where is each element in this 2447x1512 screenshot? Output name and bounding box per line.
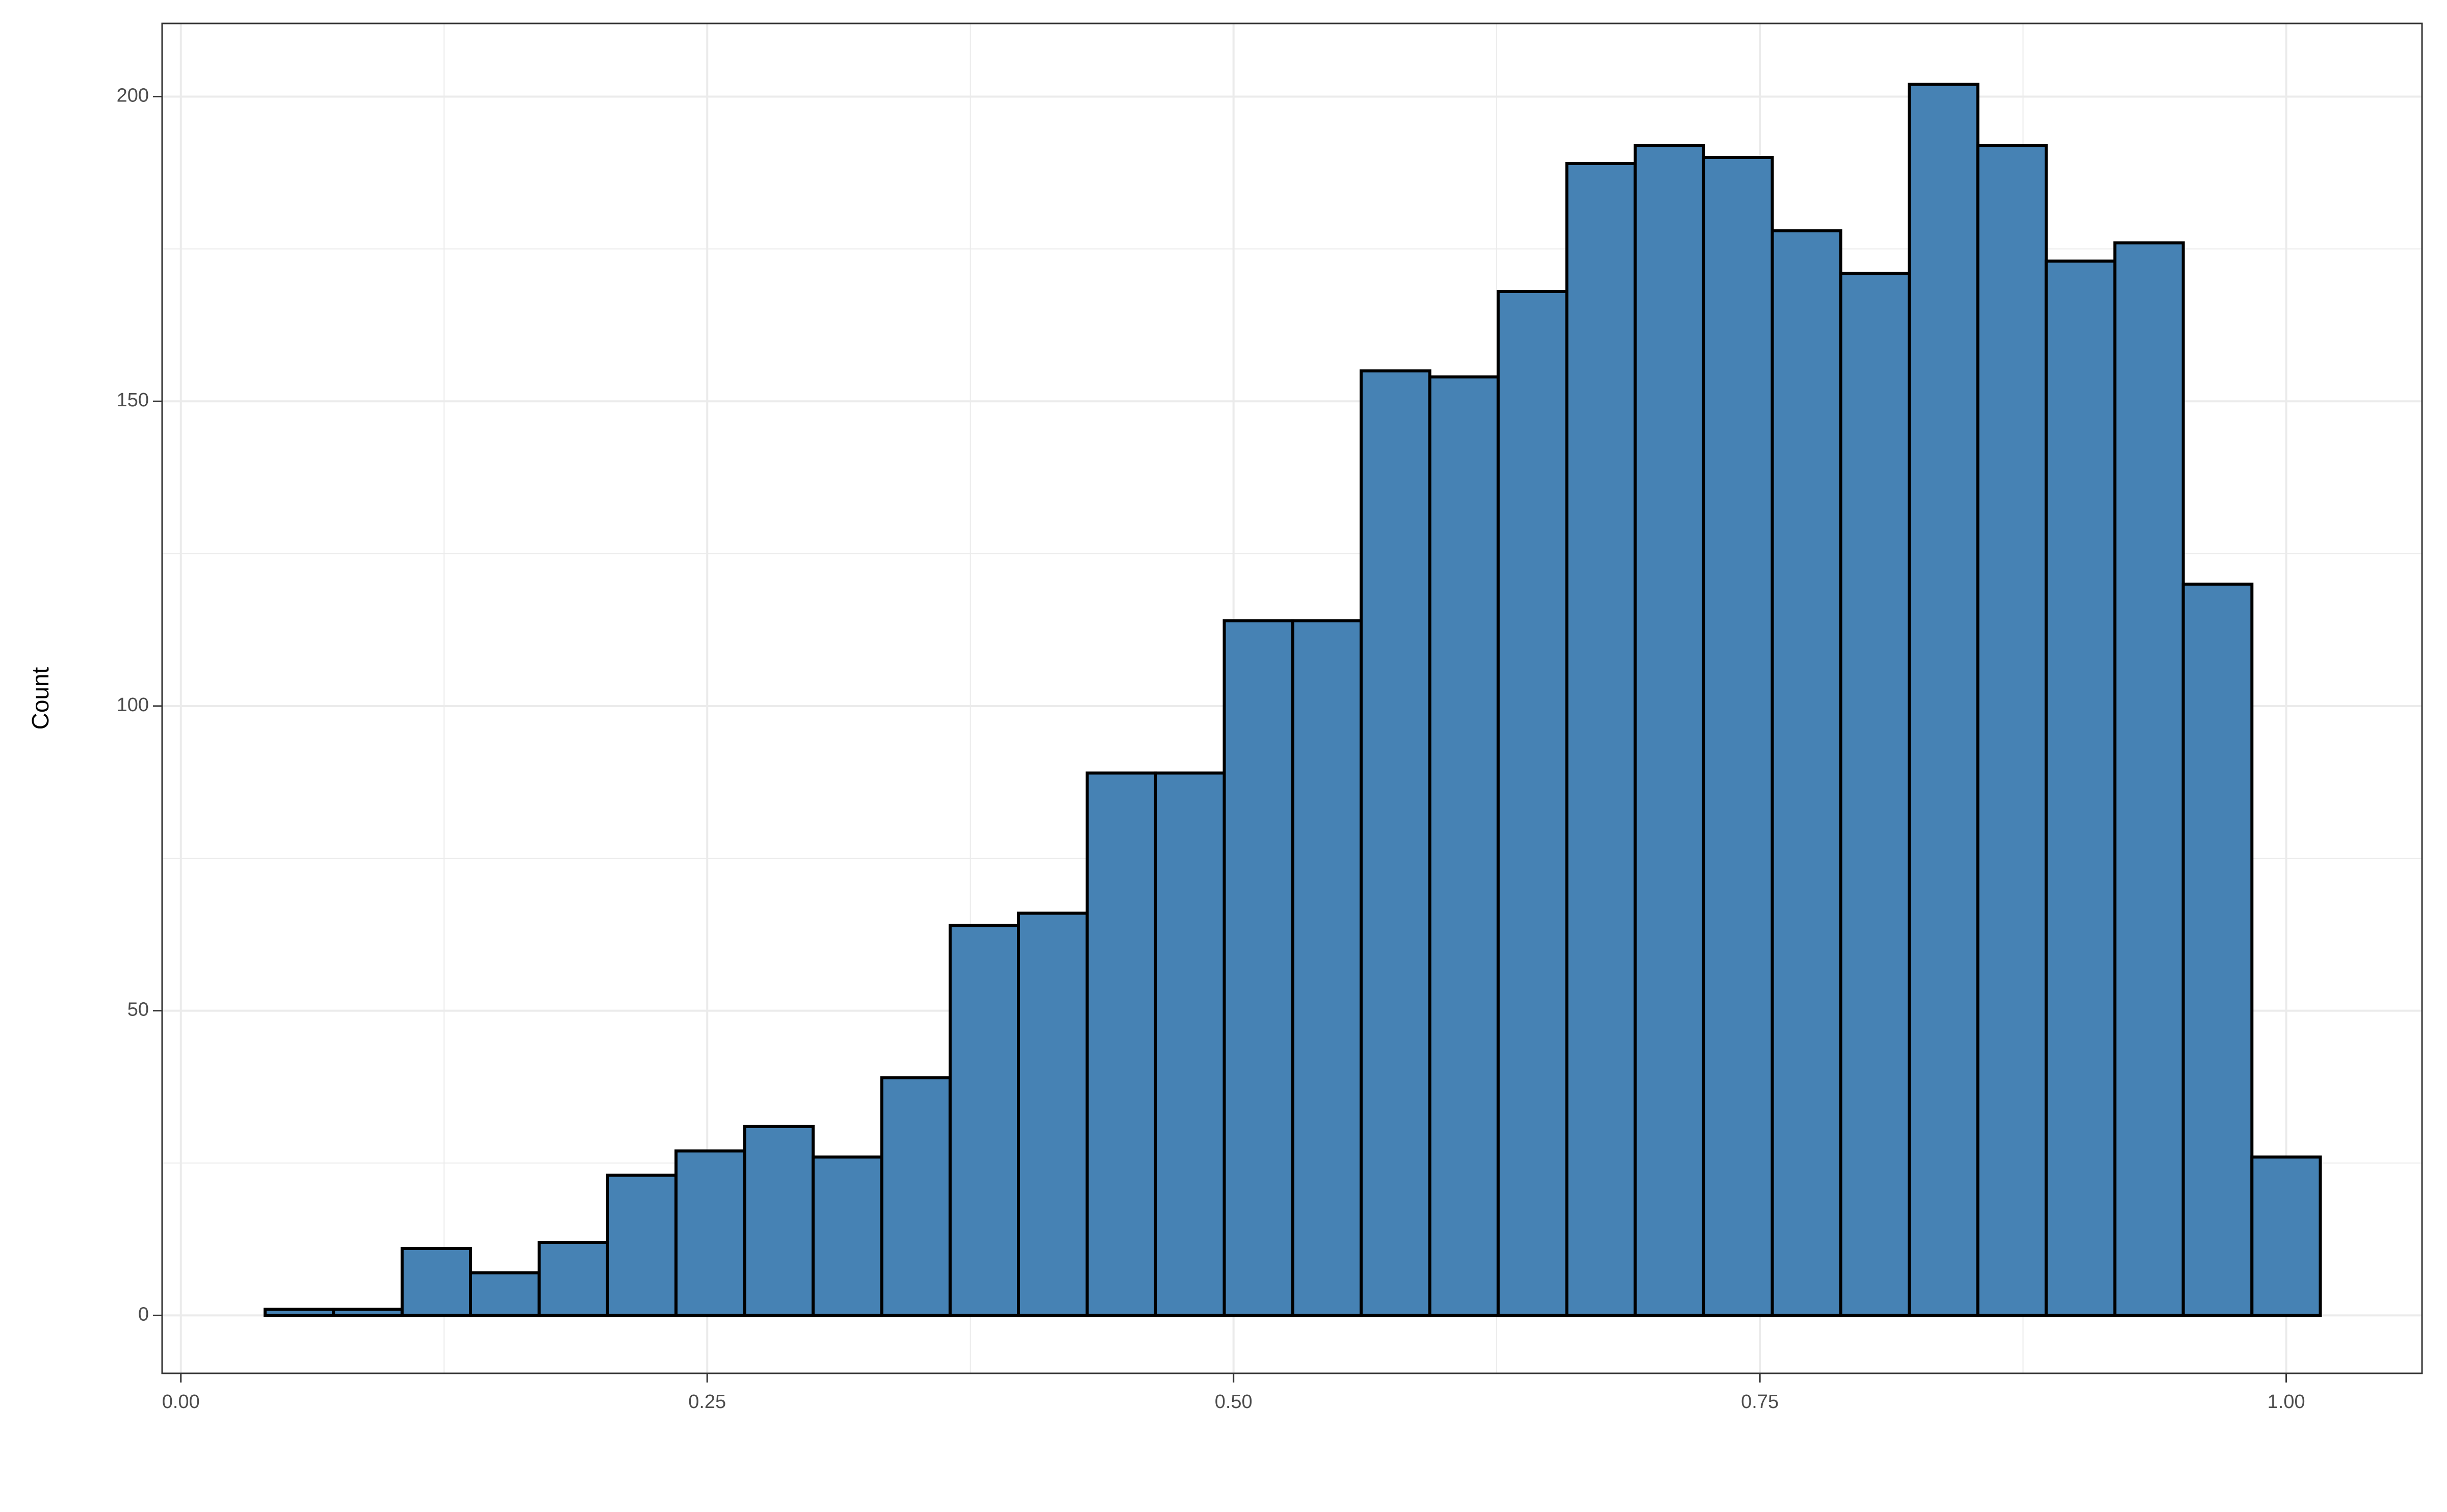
y-axis-title: Count [27,667,54,729]
bar [1428,375,1500,1317]
bar [948,924,1021,1317]
bar [2181,582,2254,1317]
bar [811,1155,883,1317]
y-tick-label: 50 [127,999,149,1021]
y-tick-label: 200 [117,85,149,106]
bar [400,1246,473,1317]
bar [1359,369,1431,1317]
bar [1633,144,1705,1317]
bar [2250,1155,2322,1317]
bar [674,1149,746,1317]
bar [1908,83,1980,1317]
y-tick-label: 100 [117,694,149,716]
bar [1976,144,2048,1317]
y-tick-label: 150 [117,389,149,411]
bar [332,1308,404,1317]
bar [1017,911,1089,1317]
bar [1222,619,1294,1317]
bar [1702,156,1774,1317]
bar [2044,259,2117,1317]
y-tick-label: 0 [138,1304,149,1325]
x-tick-label: 0.00 [162,1391,200,1413]
bars [263,83,2322,1317]
x-tick-label: 0.75 [1741,1391,1779,1413]
bar [743,1125,815,1317]
bar [1565,162,1637,1317]
bar [469,1271,541,1317]
x-tick-label: 0.25 [688,1391,726,1413]
panel-border [161,22,2423,1374]
bar [1771,229,1842,1317]
bar [1839,272,1911,1317]
bar [880,1076,952,1317]
axes: 0 50 100 150 200 0.00 0.25 0.50 0.75 1.00 [117,22,2423,1413]
x-tick-label: 1.00 [2268,1391,2305,1413]
bar [1154,771,1226,1317]
bar [2113,241,2185,1317]
bar [1496,290,1569,1317]
bar [1291,619,1363,1317]
bar [263,1308,335,1317]
bar [537,1240,609,1317]
x-tick-label: 0.50 [1215,1391,1253,1413]
bar [1085,771,1157,1317]
bar [606,1174,678,1317]
